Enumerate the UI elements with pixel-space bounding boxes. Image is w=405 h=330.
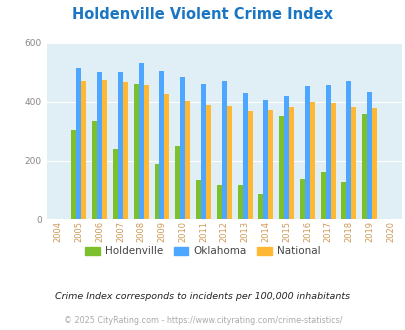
Bar xyxy=(180,77,185,219)
Bar xyxy=(216,185,221,219)
Bar xyxy=(200,84,205,219)
Bar xyxy=(118,72,123,219)
Bar xyxy=(154,164,159,219)
Bar xyxy=(299,179,304,219)
Bar xyxy=(284,96,288,219)
Text: Crime Index corresponds to incidents per 100,000 inhabitants: Crime Index corresponds to incidents per… xyxy=(55,292,350,301)
Bar xyxy=(258,194,263,219)
Bar xyxy=(367,92,371,219)
Bar xyxy=(71,130,76,219)
Bar xyxy=(226,106,231,219)
Bar xyxy=(263,100,268,219)
Bar xyxy=(221,81,226,219)
Bar xyxy=(304,86,309,219)
Bar xyxy=(159,71,164,219)
Bar xyxy=(185,101,190,219)
Bar xyxy=(81,81,86,219)
Bar xyxy=(268,110,273,219)
Bar xyxy=(279,116,284,219)
Bar xyxy=(139,63,143,219)
Bar xyxy=(242,93,247,219)
Bar xyxy=(325,85,330,219)
Bar xyxy=(351,107,356,219)
Bar xyxy=(247,112,252,219)
Bar xyxy=(341,182,345,219)
Bar xyxy=(320,172,325,219)
Bar xyxy=(205,105,211,219)
Bar xyxy=(196,180,200,219)
Bar xyxy=(102,80,107,219)
Bar xyxy=(133,83,139,219)
Bar xyxy=(76,69,81,219)
Text: © 2025 CityRating.com - https://www.cityrating.com/crime-statistics/: © 2025 CityRating.com - https://www.city… xyxy=(64,316,341,325)
Bar xyxy=(361,114,367,219)
Bar xyxy=(288,107,293,219)
Legend: Holdenville, Oklahoma, National: Holdenville, Oklahoma, National xyxy=(81,242,324,260)
Bar xyxy=(123,82,128,219)
Bar xyxy=(237,185,242,219)
Bar xyxy=(330,103,335,219)
Bar xyxy=(175,147,180,219)
Bar xyxy=(164,93,169,219)
Text: Holdenville Violent Crime Index: Holdenville Violent Crime Index xyxy=(72,7,333,22)
Bar xyxy=(113,149,118,219)
Bar xyxy=(92,121,97,219)
Bar xyxy=(143,85,148,219)
Bar xyxy=(97,72,102,219)
Bar xyxy=(309,102,314,219)
Bar xyxy=(371,108,376,219)
Bar xyxy=(345,81,351,219)
